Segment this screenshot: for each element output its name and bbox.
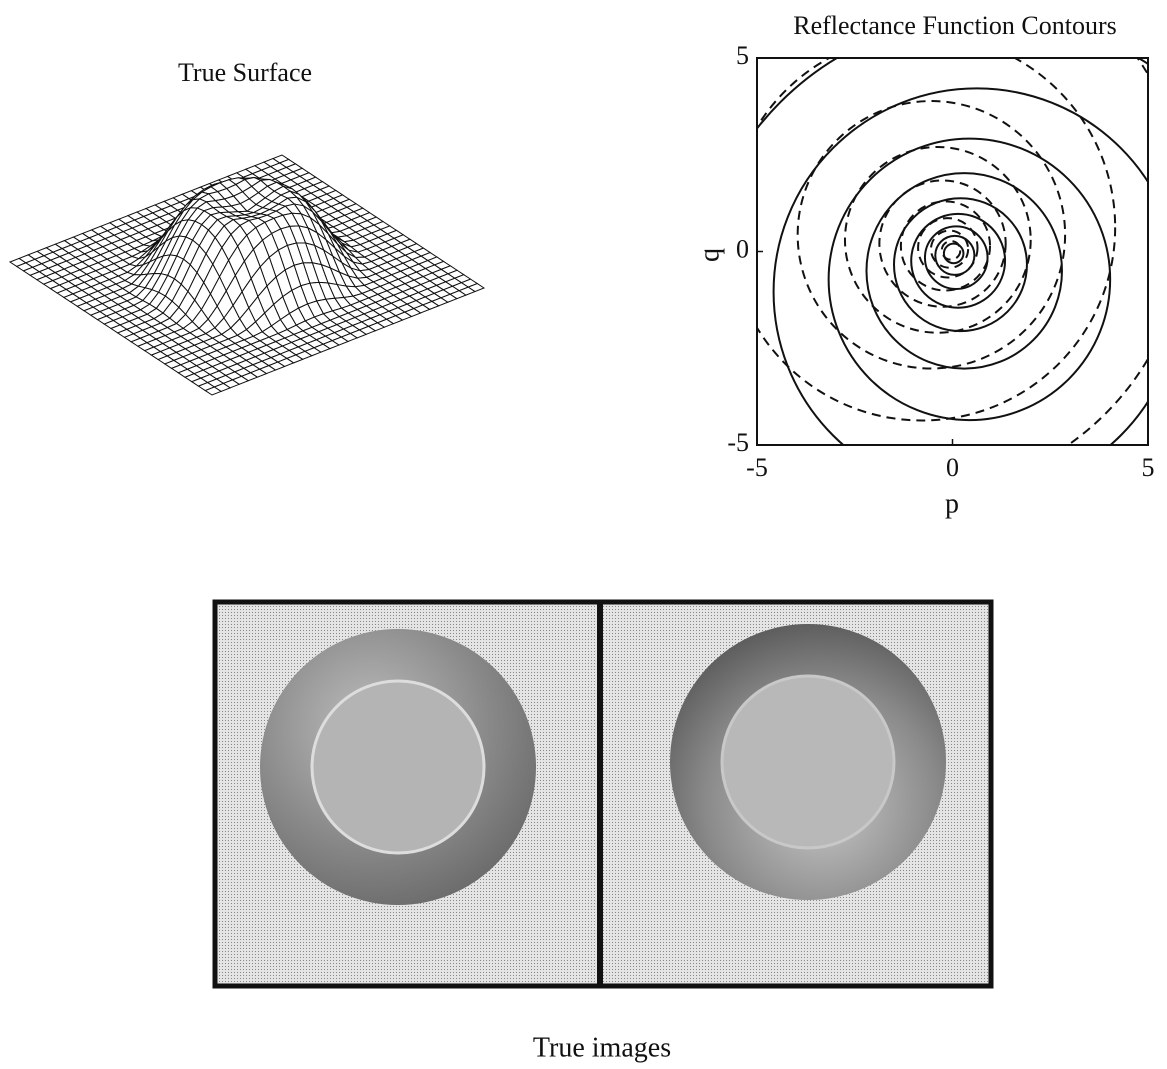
dashed-contour	[630, 0, 1167, 495]
images-caption: True images	[533, 1032, 671, 1063]
plot-frame	[757, 58, 1148, 445]
solid-contour	[694, 16, 1167, 603]
surface-title: True Surface	[178, 58, 312, 87]
figure: True Surface Reflectance Function Contou…	[0, 0, 1167, 1069]
left-center	[312, 681, 484, 853]
dashed-contour	[845, 147, 1031, 333]
solid-contour	[774, 88, 1167, 495]
solid-contour	[866, 173, 1062, 369]
right-center	[722, 676, 894, 848]
y-tick-label: -5	[727, 428, 749, 457]
contours	[630, 0, 1167, 603]
x-axis-label: p	[945, 488, 959, 519]
y-tick-label: 5	[736, 41, 749, 70]
true-images	[215, 602, 991, 986]
y-axis-label: q	[694, 248, 725, 262]
plot-title: Reflectance Function Contours	[793, 11, 1116, 40]
surface-mesh	[10, 155, 484, 395]
x-tick-label: 0	[946, 453, 959, 482]
x-tick-label: 5	[1142, 453, 1155, 482]
page: True Surface Reflectance Function Contou…	[0, 0, 1167, 1069]
y-tick-label: 0	[736, 234, 749, 263]
solid-contour	[829, 139, 1111, 421]
axes: -5 0 5 -5 0 5	[727, 41, 1154, 482]
x-tick-label: -5	[746, 453, 768, 482]
